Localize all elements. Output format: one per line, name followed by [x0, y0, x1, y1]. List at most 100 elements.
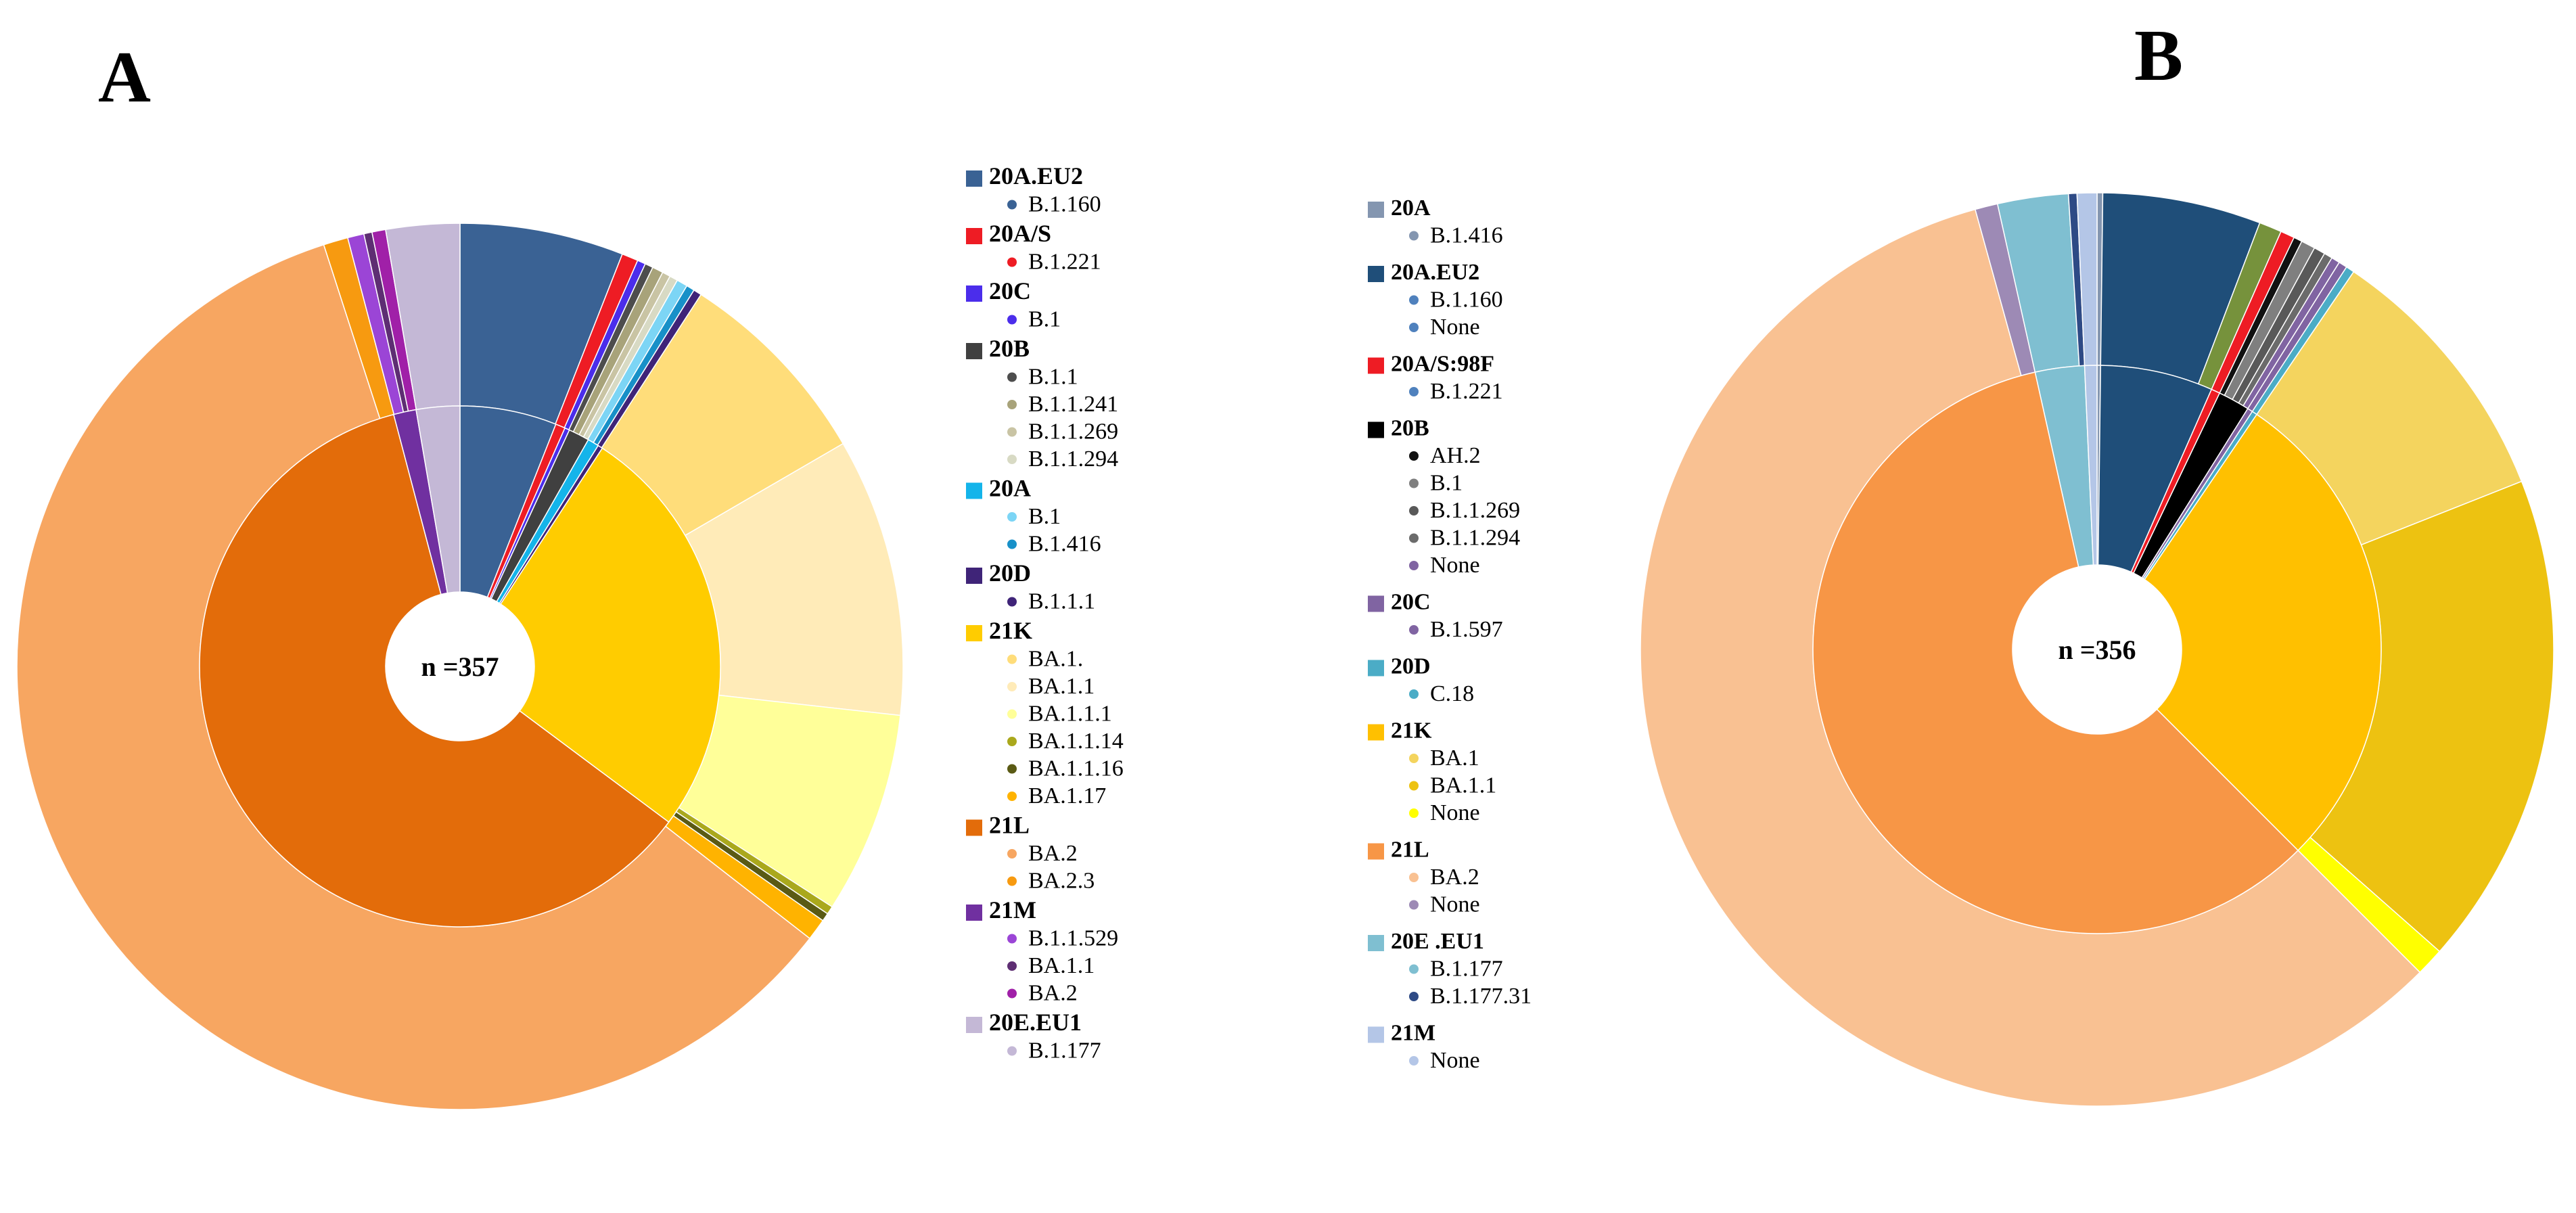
legend-b-dot-20e-eu1-b-1-177-31-1	[1409, 992, 1419, 1001]
legend-a-lineage-21l-ba-2-0: BA.2	[1028, 841, 1078, 866]
legend-a-dot-21k-ba-1-1-1	[1007, 682, 1017, 691]
legend-b-lineage-20b-b-1-1-269-2: B.1.1.269	[1430, 498, 1520, 523]
legend-b-dot-20d-c-18-0	[1409, 689, 1419, 699]
legend-b-swatch-21m	[1368, 1026, 1384, 1043]
legend-a-swatch-20e-eu1	[966, 1017, 982, 1033]
legend-b-lineage-20b-b-1-1: B.1	[1430, 471, 1463, 496]
legend-b-lineage-20b-b-1-1-294-3: B.1.1.294	[1430, 526, 1520, 551]
legend-b-clade-20d: 20D	[1391, 654, 1431, 679]
legend-b-lineage-20e-eu1-b-1-177-31-1: B.1.177.31	[1430, 984, 1532, 1009]
legend-a-dot-21k-ba-1-1-1-2	[1007, 709, 1017, 719]
pie-chart-a	[16, 223, 904, 1110]
legend-b-clade-20a-s-98f: 20A/S:98F	[1391, 352, 1494, 377]
pie-a-center-hole	[386, 592, 534, 741]
legend-a-swatch-20d	[966, 568, 982, 584]
legend-a-dot-21k-ba-1-0	[1007, 654, 1017, 664]
legend-b-swatch-20d	[1368, 660, 1384, 677]
legend-a-swatch-21m	[966, 905, 982, 921]
legend-a-dot-21m-ba-2-2	[1007, 988, 1017, 999]
legend-b-lineage-21k-ba-1-1-1: BA.1.1	[1430, 773, 1496, 798]
legend-a-dot-21k-ba-1-17-5	[1007, 792, 1017, 801]
legend-a-lineage-21k-ba-1-17-5: BA.1.17	[1028, 783, 1106, 808]
legend-b-dot-21l-none-1	[1409, 900, 1419, 910]
legend-b-clade-21m: 21M	[1391, 1021, 1435, 1046]
legend-a-lineage-21k-ba-1-0: BA.1.	[1028, 647, 1083, 672]
legend-a-clade-21k: 21K	[989, 617, 1032, 644]
legend-b-clade-20a: 20A	[1391, 196, 1431, 221]
legend-a-swatch-20a-s	[966, 228, 982, 244]
legend-a-clade-20a-eu2: 20A.EU2	[989, 162, 1083, 189]
legend-a-dot-21l-ba-2-3-1	[1007, 876, 1017, 886]
legend-a-lineage-21k-ba-1-1-1-2: BA.1.1.1	[1028, 702, 1112, 727]
legend-b-dot-20b-b-1-1-269-2	[1409, 506, 1419, 516]
legend-a-swatch-20c	[966, 285, 982, 302]
legend-a-dot-20a-s-b-1-221-0	[1007, 257, 1017, 267]
legend-a-dot-21k-ba-1-1-14-3	[1007, 737, 1017, 746]
legend-b-swatch-21k	[1368, 724, 1384, 741]
legend-a-clade-20e-eu1: 20E.EU1	[989, 1009, 1082, 1036]
legend-a-clade-21m: 21M	[989, 896, 1036, 923]
pie-chart-b	[1640, 192, 2554, 1107]
legend-a-swatch-21l	[966, 819, 982, 836]
legend-b-dot-20b-b-1-1	[1409, 478, 1419, 488]
legend-a-lineage-20b-b-1-1-241-1: B.1.1.241	[1028, 392, 1118, 417]
legend-a-dot-20d-b-1-1-1-0	[1007, 597, 1017, 607]
legend-a-swatch-20a	[966, 482, 982, 499]
legend-a-lineage-21k-ba-1-1-14-3: BA.1.1.14	[1028, 729, 1124, 754]
legend-b-lineage-20b-ah-2-0: AH.2	[1430, 443, 1481, 468]
legend-b-swatch-20c	[1368, 595, 1384, 612]
legend-a-clade-20a: 20A	[989, 475, 1031, 502]
legend-a-dot-21l-ba-2-0	[1007, 849, 1017, 859]
legend-b-lineage-21l-ba-2-0: BA.2	[1430, 865, 1479, 890]
legend-a-lineage-20c-b-1-0: B.1	[1028, 307, 1061, 332]
legend-b-clade-20a-eu2: 20A.EU2	[1391, 260, 1479, 285]
legend-a-lineage-21m-ba-2-2: BA.2	[1028, 981, 1078, 1006]
legend-a-swatch-20a-eu2	[966, 170, 982, 187]
legend-a-clade-20d: 20D	[989, 559, 1031, 587]
legend-b-dot-20a-eu2-none-1	[1409, 323, 1419, 332]
legend-b-clade-20b: 20B	[1391, 416, 1429, 441]
legend-b-lineage-21l-none-1: None	[1430, 892, 1480, 917]
legend-b-lineage-20a-eu2-none-1: None	[1430, 315, 1480, 340]
panel-b: B n =356 20AB.1.41620A.EU2B.1.160None20A…	[1368, 16, 2554, 1107]
legend-a-lineage-20a-b-1-0: B.1	[1028, 504, 1061, 529]
legend-b-dot-20a-s-98f-b-1-221-0	[1409, 387, 1419, 396]
legend-b-dot-20b-none-4	[1409, 561, 1419, 570]
legend-b-dot-20b-b-1-1-294-3	[1409, 533, 1419, 543]
legend-a-lineage-21l-ba-2-3-1: BA.2.3	[1028, 869, 1095, 894]
legend-b-lineage-20a-eu2-b-1-160-0: B.1.160	[1430, 288, 1503, 313]
legend-a-clade-20b: 20B	[989, 335, 1030, 362]
legend-b-lineage-20a-s-98f-b-1-221-0: B.1.221	[1430, 379, 1503, 404]
legend-a-dot-21k-ba-1-1-16-4	[1007, 764, 1017, 774]
legend-b-lineage-20a-b-1-416-0: B.1.416	[1430, 223, 1503, 248]
legend-a-dot-20b-b-1-1-269-2	[1007, 427, 1017, 437]
legend-a-lineage-21m-ba-1-1-1: BA.1.1	[1028, 953, 1095, 978]
legend-b-lineage-20c-b-1-597-0: B.1.597	[1430, 617, 1503, 642]
legend-b-swatch-21l	[1368, 843, 1384, 860]
legend-b-swatch-20b	[1368, 421, 1384, 438]
legend-a-dot-20b-b-1-1-0	[1007, 372, 1017, 382]
legend-a-dot-20e-eu1-b-1-177-0	[1007, 1046, 1017, 1056]
legend-a-lineage-21m-b-1-1-529-0: B.1.1.529	[1028, 926, 1118, 951]
legend-a-lineage-20b-b-1-1-294-3: B.1.1.294	[1028, 447, 1118, 472]
legend-b-dot-20a-eu2-b-1-160-0	[1409, 295, 1419, 305]
legend-b-lineage-21k-none-2: None	[1430, 800, 1480, 825]
legend-a-lineage-20a-eu2-b-1-160-0: B.1.160	[1028, 192, 1101, 217]
legend-b-clade-20e-eu1: 20E .EU1	[1391, 929, 1484, 954]
legend-b-swatch-20a	[1368, 202, 1384, 218]
legend-a-lineage-20b-b-1-1-0: B.1.1	[1028, 365, 1078, 390]
legend-a-clade-21l: 21L	[989, 812, 1030, 839]
legend-a-dot-21m-b-1-1-529-0	[1007, 934, 1017, 944]
legend-b-swatch-20e-eu1	[1368, 935, 1384, 951]
pie-b-center-hole	[2013, 565, 2182, 734]
legend-a-dot-20a-eu2-b-1-160-0	[1007, 200, 1017, 210]
legend-b-swatch-20a-s-98f	[1368, 357, 1384, 374]
legend-a-lineage-21k-ba-1-1-1: BA.1.1	[1028, 674, 1095, 699]
panel-label-a: A	[98, 37, 151, 118]
legend-a-lineage-20a-s-b-1-221-0: B.1.221	[1028, 250, 1101, 275]
legend-b-dot-21k-ba-1-0	[1409, 754, 1419, 763]
legend-a-lineage-21k-ba-1-1-16-4: BA.1.1.16	[1028, 756, 1124, 781]
legend-b-lineage-21k-ba-1-0: BA.1	[1430, 746, 1479, 771]
